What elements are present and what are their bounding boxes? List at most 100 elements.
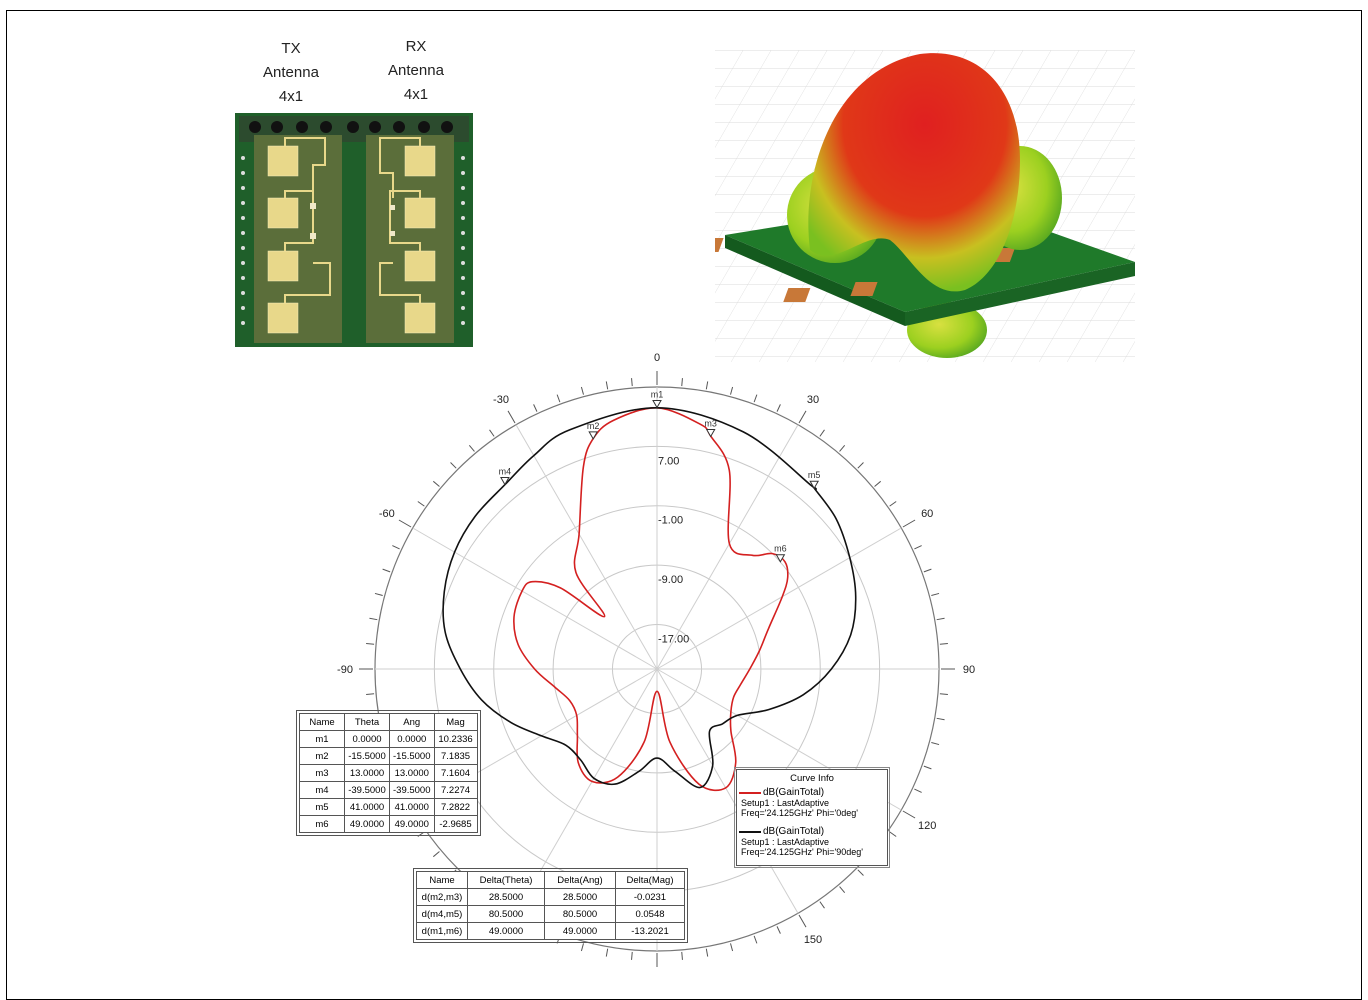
polar-tick-mark: [753, 935, 758, 944]
legend-setup-black: Setup1 : LastAdaptive: [741, 837, 830, 847]
polar-tick-mark: [631, 951, 633, 960]
marker-cell: 13.0000: [344, 764, 390, 782]
delta-table: Name Delta(Theta) Delta(Ang) Delta(Mag) …: [413, 868, 688, 943]
delta-cell: 80.5000: [544, 905, 616, 923]
polar-tick-mark: [374, 592, 383, 596]
marker-label: m4: [499, 466, 512, 476]
polar-tick-mark: [902, 519, 916, 528]
antenna-pcb-photo: [235, 113, 473, 347]
polar-tick-mark: [931, 592, 940, 596]
polar-angle-label: 60: [921, 508, 933, 520]
marker-triangle: [705, 428, 716, 438]
polar-tick-mark: [939, 693, 948, 695]
marker-cell: m3: [299, 764, 345, 782]
marker-triangle: [652, 400, 662, 409]
marker-cell: 7.1604: [433, 764, 478, 782]
delta-header-mag: Delta(Mag): [615, 871, 685, 889]
marker-cell: 41.0000: [389, 798, 435, 816]
polar-radial-label: -1.00: [658, 515, 683, 527]
polar-tick-mark: [580, 386, 584, 395]
polar-tick-mark: [398, 519, 412, 528]
polar-tick-mark: [839, 886, 846, 894]
polar-tick-mark: [450, 462, 457, 469]
polar-tick-mark: [631, 378, 633, 387]
marker-cell: 7.2274: [433, 781, 478, 799]
marker-header-ang: Ang: [389, 713, 435, 731]
polar-angle-label: -30: [493, 394, 509, 406]
marker-row: m3 13.0000 13.0000 7.1604: [299, 764, 478, 782]
polar-spoke: [515, 424, 658, 670]
legend-entry-black: dB(GainTotal): [737, 826, 887, 837]
delta-cell: d(m2,m3): [416, 888, 468, 906]
polar-tick-mark: [432, 851, 440, 858]
marker-cell: 7.2822: [433, 798, 478, 816]
polar-tick-mark: [914, 545, 922, 550]
polar-tick-mark: [369, 617, 378, 621]
polar-tick-mark: [753, 394, 758, 403]
polar-tick-mark: [432, 480, 440, 487]
polar-tick-mark: [819, 429, 825, 437]
delta-row: d(m2,m3) 28.5000 28.5000 -0.0231: [416, 888, 685, 906]
polar-tick-mark: [923, 568, 932, 573]
radiation-pattern-3d-image: [715, 50, 1135, 362]
marker-cell: m1: [299, 730, 345, 748]
polar-angle-label: -90: [337, 664, 353, 676]
marker-cell: 7.1835: [433, 747, 478, 765]
delta-cell: 28.5000: [467, 888, 545, 906]
delta-row: d(m1,m6) 49.0000 49.0000 -13.2021: [416, 922, 685, 940]
polar-tick-mark: [556, 394, 561, 403]
polar-tick-mark: [936, 717, 945, 721]
curve-info-title: Curve Info: [790, 773, 834, 784]
delta-header-ang: Delta(Ang): [544, 871, 616, 889]
marker-header-name: Name: [299, 713, 345, 731]
polar-tick-mark: [839, 444, 846, 452]
polar-angle-label: 120: [918, 820, 936, 832]
marker-cell: m6: [299, 815, 345, 833]
marker-cell: 0.0000: [344, 730, 390, 748]
marker-cell: 49.0000: [344, 815, 390, 833]
marker-label: m2: [587, 421, 600, 431]
polar-tick-mark: [889, 501, 897, 507]
delta-cell: -0.0231: [615, 888, 685, 906]
polar-tick-mark: [489, 429, 495, 437]
legend-entry-red: dB(GainTotal): [737, 787, 887, 798]
series-line-phi-0: [513, 406, 789, 792]
marker-triangle: [809, 480, 820, 490]
polar-tick-mark: [366, 643, 375, 645]
marker-label: m5: [808, 470, 821, 480]
delta-cell: 49.0000: [467, 922, 545, 940]
marker-header-mag: Mag: [433, 713, 478, 731]
delta-cell: 0.0548: [615, 905, 685, 923]
polar-tick-mark: [874, 480, 882, 487]
marker-cell: -2.9685: [433, 815, 478, 833]
marker-row: m5 41.0000 41.0000 7.2822: [299, 798, 478, 816]
legend-name-red: dB(GainTotal): [763, 787, 825, 798]
polar-tick-mark: [902, 810, 916, 819]
polar-tick-mark: [923, 765, 932, 770]
marker-cell: 0.0000: [389, 730, 435, 748]
polar-tick-mark: [819, 901, 825, 909]
marker-cell: m2: [299, 747, 345, 765]
delta-cell: d(m4,m5): [416, 905, 468, 923]
marker-row: m1 0.0000 0.0000 10.2336: [299, 730, 478, 748]
marker-triangle: [775, 554, 786, 563]
polar-tick-mark: [798, 914, 807, 928]
marker-header-theta: Theta: [344, 713, 390, 731]
delta-cell: 80.5000: [467, 905, 545, 923]
marker-triangle: [588, 431, 599, 440]
polar-tick-mark: [776, 404, 781, 412]
delta-cell: 28.5000: [544, 888, 616, 906]
legend-freq-black: Freq='24.125GHz' Phi='90deg': [741, 847, 863, 857]
marker-label: m3: [704, 418, 717, 428]
polar-tick-mark: [889, 831, 897, 837]
polar-tick-mark: [605, 948, 609, 957]
polar-tick-mark: [776, 926, 781, 934]
legend-name-black: dB(GainTotal): [763, 826, 825, 837]
marker-label: m6: [774, 544, 787, 554]
marker-cell: 13.0000: [389, 764, 435, 782]
polar-radial-label: -9.00: [658, 574, 683, 586]
polar-tick-mark: [507, 410, 516, 424]
polar-tick-mark: [417, 501, 425, 507]
curve-info-legend: Curve Info dB(GainTotal) Setup1 : LastAd…: [734, 767, 890, 868]
polar-tick-mark: [580, 943, 584, 952]
